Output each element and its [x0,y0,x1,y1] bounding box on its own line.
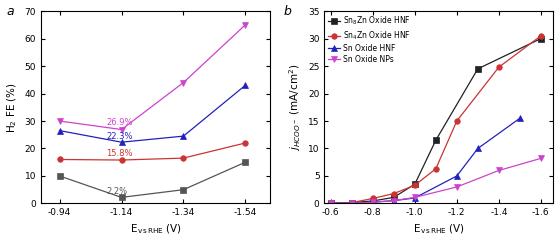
Sn$_4$Zn Oxide HNF [411,184,418,187]
X-axis label: E$_{\mathrm{\,vs\,RHE}}$ (V): E$_{\mathrm{\,vs\,RHE}}$ (V) [413,223,465,236]
Sn$_4$Zn Oxide HNF [453,120,460,122]
Sn Oxide HNF [475,147,481,150]
Sn Oxide HNF [517,117,523,120]
Line: Sn Oxide HNF: Sn Oxide HNF [328,115,523,206]
X-axis label: E$_{\mathrm{\,vs\,RHE}}$ (V): E$_{\mathrm{\,vs\,RHE}}$ (V) [130,223,182,236]
Sn$_8$Zn Oxide HNF [328,202,334,204]
Sn Oxide HNF [328,202,334,205]
Sn$_4$Zn Oxide HNF [495,66,502,69]
Sn Oxide HNF [453,174,460,177]
Sn$_4$Zn Oxide HNF [433,167,439,170]
Line: Sn Oxide NPs: Sn Oxide NPs [328,156,543,206]
Sn Oxide NPs [369,201,376,204]
Line: Sn$_4$Zn Oxide HNF: Sn$_4$Zn Oxide HNF [328,33,543,206]
Text: a: a [7,5,15,18]
Sn$_4$Zn Oxide HNF [328,202,334,205]
Y-axis label: H$_2$ FE (%): H$_2$ FE (%) [6,82,19,133]
Sn$_8$Zn Oxide HNF [538,37,544,40]
Sn Oxide NPs [411,196,418,199]
Sn$_8$Zn Oxide HNF [369,199,376,202]
Sn$_8$Zn Oxide HNF [475,67,481,70]
Legend: Sn$_8$Zn Oxide HNF, Sn$_4$Zn Oxide HNF, Sn Oxide HNF, Sn Oxide NPs: Sn$_8$Zn Oxide HNF, Sn$_4$Zn Oxide HNF, … [327,14,412,65]
Sn$_8$Zn Oxide HNF [433,139,439,142]
Sn Oxide NPs [495,169,502,172]
Line: Sn$_8$Zn Oxide HNF: Sn$_8$Zn Oxide HNF [328,36,543,206]
Sn$_8$Zn Oxide HNF [348,201,355,204]
Text: 26.9%: 26.9% [106,118,132,127]
Sn$_4$Zn Oxide HNF [369,197,376,200]
Sn$_4$Zn Oxide HNF [390,192,397,195]
Sn Oxide NPs [390,199,397,202]
Sn Oxide HNF [411,197,418,199]
Text: 2.2%: 2.2% [106,187,127,197]
Sn Oxide HNF [348,202,355,204]
Sn Oxide HNF [369,201,376,204]
Sn Oxide NPs [538,157,544,160]
Sn$_8$Zn Oxide HNF [411,183,418,186]
Text: 22.3%: 22.3% [106,132,132,142]
Sn Oxide HNF [390,199,397,202]
Sn Oxide NPs [348,202,355,204]
Sn$_4$Zn Oxide HNF [348,201,355,204]
Text: 15.8%: 15.8% [106,150,132,159]
Sn$_4$Zn Oxide HNF [538,34,544,37]
Y-axis label: $j_{HCOO^-}$ (mA/cm$^2$): $j_{HCOO^-}$ (mA/cm$^2$) [287,64,302,151]
Sn Oxide NPs [453,186,460,189]
Text: b: b [283,5,291,18]
Sn Oxide NPs [328,202,334,205]
Sn$_8$Zn Oxide HNF [390,196,397,199]
